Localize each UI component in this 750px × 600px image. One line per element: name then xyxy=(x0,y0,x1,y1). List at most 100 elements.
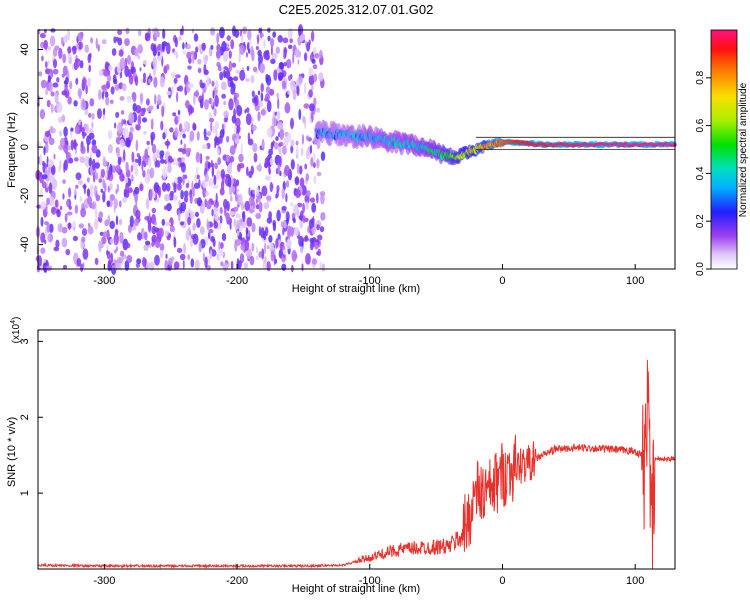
heatmap-noise-cell xyxy=(84,155,90,168)
heatmap-noise-cell xyxy=(312,64,318,70)
heatmap-noise-cell xyxy=(134,48,139,57)
heatmap-noise-cell xyxy=(235,69,240,74)
heatmap-noise-cell xyxy=(222,262,228,272)
heatmap-noise-cell xyxy=(105,96,110,106)
heatmap-noise-cell xyxy=(150,131,156,141)
heatmap-noise-cell xyxy=(89,184,94,191)
heatmap-noise-cell xyxy=(245,78,250,82)
snr-y-label: SNR (10 * v/v) xyxy=(6,417,18,487)
heatmap-noise-cell xyxy=(56,77,60,83)
heatmap-noise-cell xyxy=(304,163,308,170)
heatmap-noise-cell xyxy=(146,197,150,210)
heatmap-noise-cell xyxy=(216,169,222,180)
heatmap-noise-cell xyxy=(114,84,120,91)
heatmap-noise-cell xyxy=(161,42,165,52)
heatmap-y-tick-label: 20 xyxy=(19,92,31,104)
heatmap-noise-cell xyxy=(216,253,220,261)
heatmap-noise-cell xyxy=(142,170,146,178)
heatmap-noise-cell xyxy=(135,139,138,152)
heatmap-noise-cell xyxy=(123,149,126,162)
heatmap-noise-cell xyxy=(52,68,59,75)
heatmap-noise-cell xyxy=(167,164,172,173)
snr-scale-exp: 4 xyxy=(10,320,17,324)
snr-series-line xyxy=(37,359,676,570)
heatmap-noise-cell xyxy=(290,117,294,130)
heatmap-noise-cell xyxy=(119,250,125,257)
heatmap-noise-cell xyxy=(270,38,275,47)
heatmap-noise-cell xyxy=(289,202,294,207)
heatmap-noise-cell xyxy=(210,45,214,50)
heatmap-noise-cell xyxy=(151,241,155,247)
heatmap-noise-cell xyxy=(196,218,201,228)
heatmap-noise-cell xyxy=(316,224,320,231)
heatmap-noise-cell xyxy=(249,255,255,266)
heatmap-noise-cell xyxy=(255,246,258,254)
heatmap-noise-cell xyxy=(80,121,83,132)
heatmap-noise-cell xyxy=(211,208,214,217)
heatmap-noise-cell xyxy=(269,157,275,166)
heatmap-noise-cell xyxy=(79,156,86,164)
heatmap-noise-cell xyxy=(301,134,304,145)
heatmap-ridge xyxy=(314,119,677,166)
heatmap-noise-cell xyxy=(287,75,292,81)
heatmap-noise-cell xyxy=(180,189,184,200)
heatmap-noise-cell xyxy=(246,42,250,51)
heatmap-noise-cell xyxy=(302,202,305,214)
heatmap-noise-cell xyxy=(69,80,73,90)
heatmap-noise-cell xyxy=(61,114,66,123)
heatmap-noise-cell xyxy=(234,117,241,128)
snr-frame xyxy=(37,329,676,570)
heatmap-noise-cell xyxy=(306,135,310,142)
heatmap-noise-cell xyxy=(97,216,100,222)
heatmap-noise-cell xyxy=(278,143,282,147)
heatmap-noise-cell xyxy=(67,145,71,151)
heatmap-noise-cell xyxy=(213,174,217,186)
heatmap-noise-cell xyxy=(204,256,208,269)
heatmap-noise-cell xyxy=(72,46,77,55)
heatmap-noise-cell xyxy=(273,142,279,150)
heatmap-noise-cell xyxy=(117,29,123,36)
heatmap-noise-cell xyxy=(221,41,227,52)
heatmap-noise-cell xyxy=(251,90,255,98)
heatmap-noise-cell xyxy=(263,255,268,264)
heatmap-noise-cell xyxy=(101,84,107,91)
heatmap-noise-cell xyxy=(226,67,230,77)
heatmap-noise-cell xyxy=(248,206,254,214)
heatmap-noise-cell xyxy=(227,77,234,82)
heatmap-noise-cell xyxy=(239,253,245,264)
heatmap-noise-cell xyxy=(283,46,287,58)
heatmap-noise-cell xyxy=(72,220,76,231)
heatmap-noise-cell xyxy=(151,234,157,243)
heatmap-noise-cell xyxy=(162,132,166,140)
heatmap-noise-cell xyxy=(236,133,240,145)
heatmap-noise-cell xyxy=(44,88,49,96)
heatmap-x-tick-label: 0 xyxy=(499,275,505,287)
heatmap-noise-cell xyxy=(108,65,113,72)
heatmap-noise-cell xyxy=(182,174,185,185)
heatmap-noise-cell xyxy=(143,130,147,135)
colorbar: 0.0 0.2 0.4 0.6 0.8 Normalized spectral ampl… xyxy=(695,29,749,276)
heatmap-noise-cell xyxy=(169,127,174,133)
heatmap-noise-cell xyxy=(290,159,295,170)
heatmap-noise-cell xyxy=(257,111,261,122)
heatmap-noise-cell xyxy=(282,220,287,229)
heatmap-noise-cell xyxy=(272,222,276,232)
heatmap-noise-cell xyxy=(82,248,89,260)
heatmap-noise-cell xyxy=(240,143,243,155)
heatmap-noise-cell xyxy=(260,109,266,116)
heatmap-noise-cell xyxy=(235,213,240,219)
heatmap-noise-cell xyxy=(240,202,245,211)
heatmap-noise-cell xyxy=(227,176,232,188)
heatmap-noise-cell xyxy=(67,46,72,54)
heatmap-noise-cell xyxy=(117,121,123,134)
heatmap-noise-cell xyxy=(207,232,211,239)
heatmap-noise-cell xyxy=(193,33,199,42)
heatmap-noise-cell xyxy=(62,53,66,64)
heatmap-noise-cell xyxy=(143,72,146,80)
heatmap-noise-cell xyxy=(279,156,282,168)
heatmap-noise-cell xyxy=(114,241,117,246)
heatmap-noise-cell xyxy=(176,86,180,92)
heatmap-x-label: Height of straight line (km) xyxy=(292,283,420,295)
heatmap-noise-cell xyxy=(187,65,192,70)
heatmap-noise-cell xyxy=(208,117,215,123)
